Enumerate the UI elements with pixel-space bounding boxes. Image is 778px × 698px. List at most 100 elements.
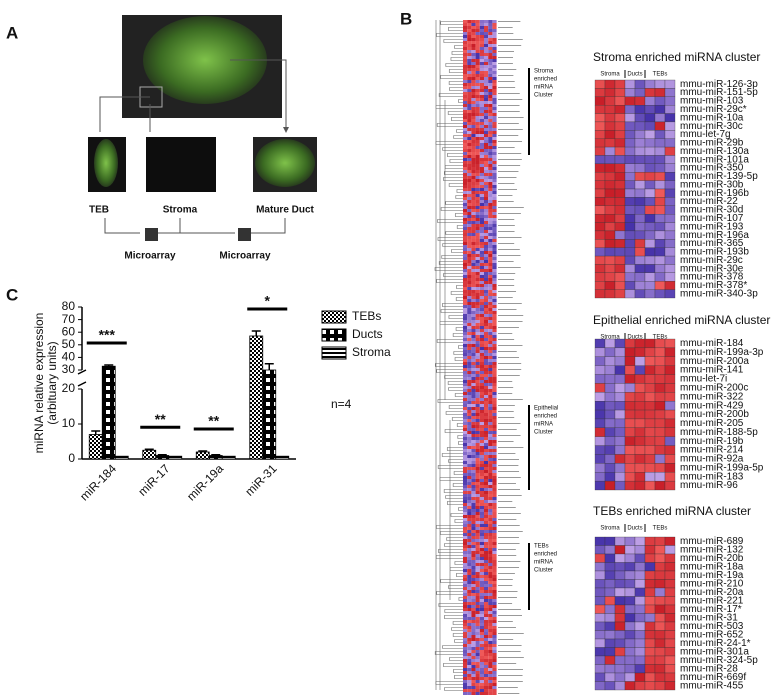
heatmap-cell — [471, 98, 476, 101]
heatmap-cell — [654, 604, 666, 614]
heatmap-cell — [471, 377, 476, 380]
heatmap-cell — [488, 293, 493, 296]
heatmap-cell — [634, 214, 646, 223]
heatmap-cell — [492, 569, 497, 572]
heatmap-cell — [614, 409, 626, 420]
heatmap-cell — [479, 440, 484, 443]
heatmap-cell — [614, 338, 626, 349]
heatmap-cell — [467, 443, 472, 446]
heatmap-cell — [492, 602, 497, 605]
heatmap-cell — [479, 176, 484, 179]
heatmap-cell — [488, 107, 493, 110]
heatmap-cell — [594, 239, 606, 248]
heatmap-cell — [471, 269, 476, 272]
heatmap-cell — [614, 401, 626, 411]
heatmap-cell — [475, 494, 480, 497]
heatmap-cell — [654, 536, 666, 546]
heatmap-cell — [475, 221, 480, 224]
heatmap-cell — [492, 47, 497, 50]
heatmap-cell — [488, 200, 493, 203]
heatmap-cell — [488, 422, 493, 425]
x-tick-label: miR-19a — [184, 461, 226, 503]
heatmap-cell — [479, 95, 484, 98]
heatmap-cell — [475, 227, 480, 230]
heatmap-cell — [475, 668, 480, 671]
heatmap-cell — [488, 344, 493, 347]
heatmap-cell — [492, 560, 497, 563]
y-tick-label: 30 — [62, 362, 76, 376]
heatmap-cell — [475, 305, 480, 308]
heatmap-cell — [488, 512, 493, 515]
bar — [221, 455, 236, 460]
heatmap-cell — [484, 638, 489, 641]
chip-icon — [238, 228, 251, 241]
heatmap-cell — [654, 365, 666, 375]
heatmap-cell — [492, 221, 497, 224]
heatmap-cell — [467, 194, 472, 197]
heatmap-cell — [471, 659, 476, 662]
heatmap-cell — [614, 383, 626, 393]
heatmap-cell — [475, 332, 480, 335]
heatmap-cell — [471, 77, 476, 80]
heatmap-cell — [644, 630, 656, 640]
heatmap-cell — [488, 164, 493, 167]
heatmap-cell — [467, 446, 472, 449]
heatmap-cell — [463, 173, 468, 176]
heatmap-cell — [644, 281, 656, 290]
heatmap-cell — [624, 138, 636, 148]
heatmap-cell — [484, 644, 489, 647]
heatmap-cell — [479, 110, 484, 113]
heatmap-cell — [471, 431, 476, 434]
heatmap-cell — [492, 536, 497, 539]
heatmap-cell — [488, 476, 493, 479]
gene-label: mmu-miR-196b — [680, 188, 749, 199]
heatmap-cell — [467, 428, 472, 431]
heatmap-cell — [654, 255, 666, 265]
heatmap-cell — [492, 455, 497, 458]
heatmap-cell — [479, 209, 484, 212]
heatmap-cell — [463, 521, 468, 524]
gene-label: mmu-miR-429 — [680, 400, 744, 411]
heatmap-cell — [604, 272, 616, 282]
heatmap-cell — [479, 224, 484, 227]
heatmap-cell — [488, 182, 493, 185]
heatmap-cell — [492, 668, 497, 671]
heatmap-cell — [654, 172, 666, 181]
heatmap-cell — [475, 425, 480, 428]
heatmap-cell — [475, 140, 480, 143]
heatmap-cell — [467, 245, 472, 248]
heatmap-cell — [479, 674, 484, 677]
heatmap-cell — [479, 200, 484, 203]
heatmap-cell — [479, 53, 484, 56]
heatmap-cell — [463, 305, 468, 308]
heatmap-cell — [624, 672, 636, 682]
heatmap-cell — [594, 121, 606, 131]
heatmap-cell — [484, 287, 489, 290]
heatmap-cell — [463, 281, 468, 284]
heatmap-cell — [463, 23, 468, 26]
heatmap-cell — [475, 395, 480, 398]
heatmap-cell — [488, 278, 493, 281]
heatmap-cell — [467, 641, 472, 644]
legend-label: Ducts — [352, 327, 383, 341]
heatmap-cell — [471, 500, 476, 503]
heatmap-cell — [467, 554, 472, 557]
heatmap-cell — [624, 88, 636, 97]
gene-label: mmu-miR-107 — [680, 213, 744, 224]
heatmap-cell — [471, 455, 476, 458]
heatmap-cell — [634, 374, 646, 384]
heatmap-cell — [479, 101, 484, 104]
heatmap-cell — [471, 341, 476, 344]
heatmap-cell — [475, 440, 480, 443]
heatmap-cell — [484, 272, 489, 275]
heatmap-cell — [471, 164, 476, 167]
heatmap-cell — [492, 638, 497, 641]
heatmap-cell — [475, 611, 480, 614]
heatmap-cell — [488, 620, 493, 623]
heatmap-cell — [594, 281, 606, 290]
heatmap-cell — [484, 296, 489, 299]
heatmap-cell — [634, 222, 646, 232]
heatmap-cell — [488, 257, 493, 260]
heatmap-cell — [488, 464, 493, 467]
heatmap-cell — [479, 548, 484, 551]
